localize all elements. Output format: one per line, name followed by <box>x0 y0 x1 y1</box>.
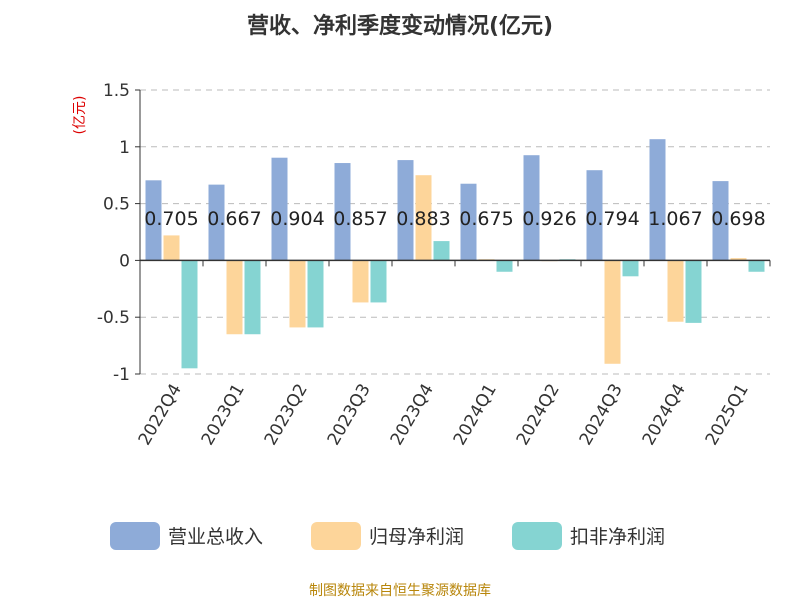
y-tick-label: 1.5 <box>103 81 130 101</box>
bar-1-2022Q4 <box>163 235 180 261</box>
bar-2-2023Q4 <box>433 241 450 261</box>
bar-1-2023Q2 <box>289 260 306 328</box>
bar-0-2022Q4 <box>145 180 162 261</box>
source-note: 制图数据来自恒生聚源数据库 <box>309 583 491 599</box>
data-label-2024Q4: 1.067 <box>648 208 702 230</box>
bar-0-2023Q3 <box>334 163 351 261</box>
y-tick-label: 0 <box>119 251 130 271</box>
legend-swatch-1 <box>311 522 361 550</box>
bar-1-2023Q1 <box>226 260 243 335</box>
bar-1-2023Q3 <box>352 260 369 303</box>
x-category-label: 2022Q4 <box>135 381 186 449</box>
x-category-label: 2023Q1 <box>198 381 249 449</box>
bar-1-2025Q1 <box>730 258 747 261</box>
legend-label-2: 扣非净利润 <box>570 526 665 548</box>
y-unit-label: (亿元) <box>72 96 88 135</box>
data-label-2024Q3: 0.794 <box>585 208 639 230</box>
x-category-label: 2023Q2 <box>261 381 312 449</box>
bar-2-2024Q4 <box>685 260 702 323</box>
bar-2-2025Q1 <box>748 260 765 272</box>
x-category-label: 2023Q3 <box>324 381 375 449</box>
bar-0-2024Q4 <box>649 139 666 261</box>
y-tick-label: -1 <box>113 365 130 385</box>
x-category-label: 2024Q1 <box>450 381 501 449</box>
bar-2-2023Q2 <box>307 260 324 328</box>
x-category-label: 2024Q2 <box>513 381 564 449</box>
data-label-2023Q1: 0.667 <box>207 208 261 230</box>
legend-label-1: 归母净利润 <box>369 526 464 548</box>
y-tick-label: 0.5 <box>103 195 130 215</box>
data-label-2024Q2: 0.926 <box>522 208 576 230</box>
chart-title: 营收、净利季度变动情况(亿元) <box>246 14 554 39</box>
data-label-2022Q4: 0.705 <box>144 208 198 230</box>
data-label-2024Q1: 0.675 <box>459 208 513 230</box>
bar-2-2023Q1 <box>244 260 261 335</box>
legend-swatch-2 <box>512 522 562 550</box>
data-label-2023Q4: 0.883 <box>396 208 450 230</box>
bar-0-2023Q2 <box>271 157 288 261</box>
bar-0-2023Q4 <box>397 160 414 261</box>
bar-2-2022Q4 <box>181 260 198 369</box>
bar-0-2024Q1 <box>460 183 477 261</box>
y-tick-label: 1 <box>119 138 130 158</box>
legend-swatch-0 <box>110 522 160 550</box>
bar-1-2024Q3 <box>604 260 621 364</box>
x-category-label: 2024Q4 <box>639 381 690 449</box>
data-label-2023Q2: 0.904 <box>270 208 324 230</box>
bar-0-2025Q1 <box>712 181 729 261</box>
x-category-label: 2024Q3 <box>576 381 627 449</box>
legend-label-0: 营业总收入 <box>168 526 263 548</box>
data-label-2023Q3: 0.857 <box>333 208 387 230</box>
data-label-2025Q1: 0.698 <box>711 208 765 230</box>
bar-0-2023Q1 <box>208 184 225 261</box>
bar-2-2024Q1 <box>496 260 513 272</box>
x-category-label: 2025Q1 <box>702 381 753 449</box>
bar-2-2023Q3 <box>370 260 387 303</box>
y-tick-label: -0.5 <box>97 308 130 328</box>
bar-2-2024Q3 <box>622 260 639 277</box>
bar-0-2024Q3 <box>586 170 603 261</box>
bar-0-2024Q2 <box>523 155 540 261</box>
bar-1-2023Q4 <box>415 175 432 261</box>
x-category-label: 2023Q4 <box>387 381 438 449</box>
bar-1-2024Q4 <box>667 260 684 322</box>
